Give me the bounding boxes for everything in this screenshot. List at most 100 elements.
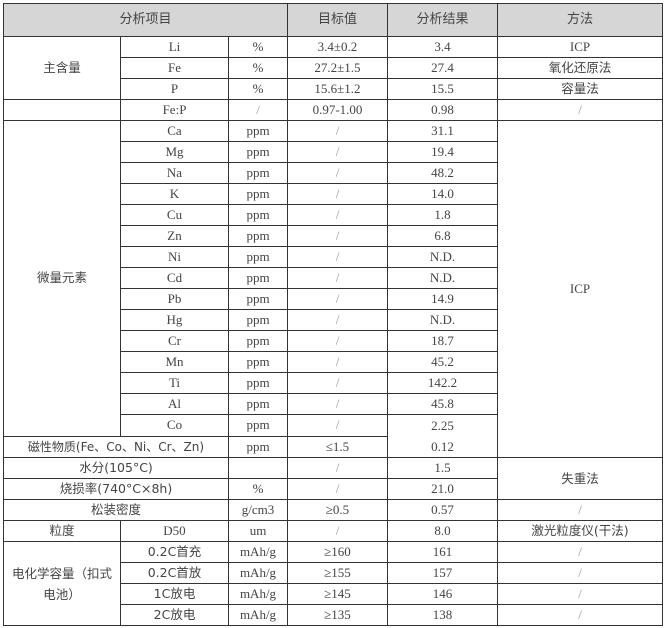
target: ≥160 xyxy=(287,541,388,563)
unit: ppm xyxy=(228,225,288,247)
unit: ppm xyxy=(228,246,288,268)
target: 3.4±0.2 xyxy=(287,36,388,58)
method: / xyxy=(497,541,663,563)
target: / xyxy=(287,225,388,247)
method: / xyxy=(497,604,663,626)
unit: ppm xyxy=(228,414,288,437)
target: 27.2±1.5 xyxy=(287,57,388,79)
result: 21.0 xyxy=(387,478,498,500)
result: 15.5 xyxy=(387,78,498,100)
unit: % xyxy=(228,57,288,79)
method: / xyxy=(497,99,663,121)
electrochem-group: 电化学容量（扣式电池） xyxy=(3,541,121,626)
result: 142.2 xyxy=(387,372,498,394)
item: 1C放电 xyxy=(120,583,229,605)
result: 1.5 xyxy=(387,457,498,479)
unit: mAh/g xyxy=(228,562,288,584)
target: / xyxy=(287,520,388,542)
target: ≥0.5 xyxy=(287,499,388,521)
result: 157 xyxy=(387,562,498,584)
element: Fe xyxy=(120,57,229,79)
result: 0.12 xyxy=(431,439,454,454)
unit: ppm xyxy=(228,204,288,226)
target: 0.97-1.00 xyxy=(287,99,388,121)
table-row: 松装密度 g/cm3 ≥0.5 0.57 / xyxy=(3,499,663,521)
unit: ppm xyxy=(228,351,288,373)
header-row: 分析项目 目标值 分析结果 方法 xyxy=(3,3,663,37)
result: 45.8 xyxy=(387,393,498,415)
element: Ca xyxy=(120,120,229,142)
element: Zn xyxy=(120,225,229,247)
element: Mg xyxy=(120,141,229,163)
element: Ti xyxy=(120,372,229,394)
element: Na xyxy=(120,162,229,184)
target: / xyxy=(287,414,388,437)
table-row: Pb ppm/14.9 xyxy=(4,288,663,310)
target: / xyxy=(287,267,388,289)
table-row: Ni ppm / N.D. xyxy=(4,246,663,268)
target: ≥145 xyxy=(287,583,388,605)
unit: mAh/g xyxy=(228,541,288,563)
result: N.D. xyxy=(387,267,498,289)
result: N.D. xyxy=(387,246,498,268)
result: N.D. xyxy=(387,309,498,331)
method: / xyxy=(497,499,663,521)
unit: ppm xyxy=(228,120,288,142)
table-row: 烧损率(740°C×8h) % / 21.0 xyxy=(3,478,663,500)
trace-method: ICP xyxy=(497,120,663,458)
target: / xyxy=(287,246,388,268)
table-row: Fe:P / 0.97-1.00 0.98 / xyxy=(3,99,663,121)
moisture-label: 水分(105°C) xyxy=(3,457,229,479)
target: / xyxy=(287,141,388,163)
element: Cd xyxy=(120,267,229,289)
header-target: 目标值 xyxy=(287,3,388,37)
element: Hg xyxy=(120,309,229,331)
table-row: Al ppm/45.8 xyxy=(4,393,663,415)
result: 0.98 xyxy=(387,99,498,121)
method: / xyxy=(497,562,663,584)
item: 0.2C首放 xyxy=(120,562,229,584)
unit: ppm xyxy=(228,267,288,289)
method: 激光粒度仪(干法) xyxy=(497,520,663,542)
density-label: 松装密度 xyxy=(3,499,229,521)
element: K xyxy=(120,183,229,205)
element: Li xyxy=(120,36,229,58)
result: 14.9 xyxy=(387,288,498,310)
analysis-table: 分析项目 目标值 分析结果 方法 主含量 Li % 3.4±0.2 3.4 IC… xyxy=(3,3,663,626)
table-row: Co ppm / 2.25 0.12 xyxy=(4,414,663,458)
result: 0.57 xyxy=(387,499,498,521)
ignition-label: 烧损率(740°C×8h) xyxy=(3,478,229,500)
target: / xyxy=(287,457,388,479)
table-row: Cr ppm/18.7 xyxy=(4,330,663,352)
trace-group: 微量元素 xyxy=(3,120,121,437)
result: 2.25 xyxy=(431,418,454,433)
target: / xyxy=(287,309,388,331)
result: 48.2 xyxy=(387,162,498,184)
element: Cr xyxy=(120,330,229,352)
result: 3.4 xyxy=(387,36,498,58)
result: 146 xyxy=(387,583,498,605)
unit: % xyxy=(228,78,288,100)
unit: / xyxy=(228,99,288,121)
target: / xyxy=(287,162,388,184)
result: 19.4 xyxy=(387,141,498,163)
element: Fe:P xyxy=(120,99,229,121)
unit: ppm xyxy=(228,309,288,331)
result: 27.4 xyxy=(387,57,498,79)
target: ≤1.5 xyxy=(287,435,388,458)
element: Ni xyxy=(120,246,229,268)
result: 138 xyxy=(387,604,498,626)
table-row: 微量元素 Ca ppm/31.1 ICP xyxy=(3,120,663,458)
unit: mAh/g xyxy=(228,604,288,626)
table-row: Zn ppm/6.8 xyxy=(4,225,663,247)
unit xyxy=(228,457,288,479)
target: / xyxy=(287,393,388,415)
element: Al xyxy=(120,393,229,415)
unit: mAh/g xyxy=(228,583,288,605)
method: 氧化还原法 xyxy=(497,57,663,79)
unit: ppm xyxy=(228,435,288,458)
element: P xyxy=(120,78,229,100)
result: 18.7 xyxy=(387,330,498,352)
target: / xyxy=(287,372,388,394)
unit: ppm xyxy=(228,141,288,163)
